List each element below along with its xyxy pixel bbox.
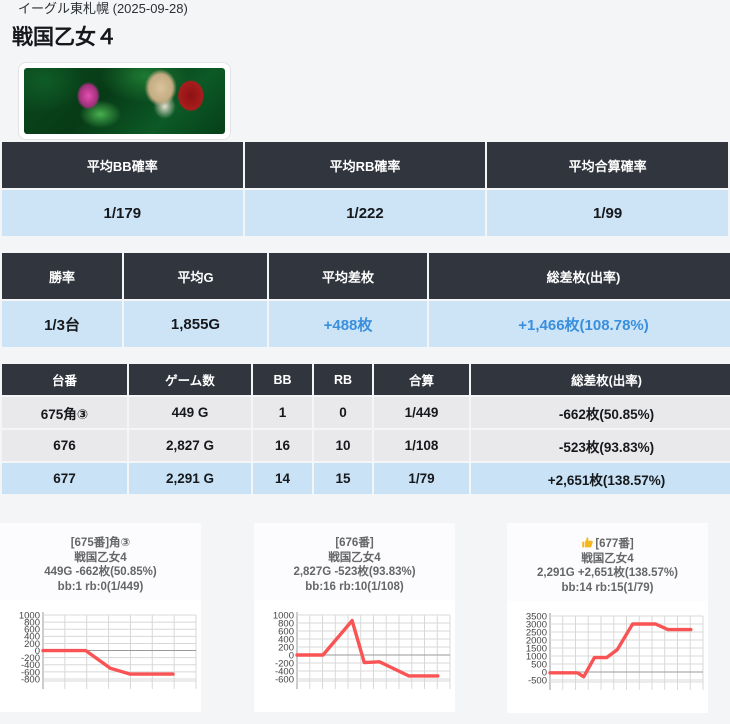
chart-bonus-label: bb:14 rb:15(1/79) <box>561 581 654 594</box>
svg-text:0: 0 <box>542 667 547 678</box>
rb-count: 0 <box>314 397 372 428</box>
combined-rate: 1/449 <box>374 397 469 428</box>
svg-text:1000: 1000 <box>273 610 294 621</box>
svg-text:0: 0 <box>289 650 294 661</box>
svg-text:200: 200 <box>278 642 294 653</box>
svg-text:1000: 1000 <box>526 651 547 662</box>
combined-rate: 1/79 <box>374 463 469 494</box>
avg-games-value: 1,855G <box>124 301 267 347</box>
chart-model-label: 戦国乙女4 <box>74 551 127 564</box>
total-diff: +2,651枚(138.57%) <box>471 463 730 494</box>
rb-count: 10 <box>314 430 372 461</box>
svg-text:3000: 3000 <box>526 619 547 630</box>
svg-text:800: 800 <box>278 618 294 629</box>
svg-text:-500: -500 <box>528 675 547 686</box>
table-row-machine-677: 677 2,291 G 14 15 1/79 +2,651枚(138.57%) <box>2 463 730 494</box>
stats-summary-table: 勝率 平均G 平均差枚 総差枚(出率) 1/3台 1,855G +488枚 +1… <box>0 251 730 349</box>
machine-no: 677 <box>2 463 127 494</box>
avg-diff-value: +488枚 <box>269 301 427 347</box>
machine-no: 675角③ <box>2 397 127 428</box>
svg-text:-600: -600 <box>275 674 294 685</box>
svg-text:2000: 2000 <box>526 635 547 646</box>
games-value: 2,827 G <box>129 430 251 461</box>
column-header-avg-total: 平均合算確率 <box>487 142 728 188</box>
chart-card-676: [676番] 戦国乙女4 2,827G -523枚(93.83%) bb:16 … <box>254 523 455 712</box>
column-header-bb: BB <box>253 364 312 395</box>
svg-text:500: 500 <box>531 659 547 670</box>
column-header-win-rate: 勝率 <box>2 253 122 299</box>
svg-text:0: 0 <box>35 646 40 657</box>
svg-text:-200: -200 <box>21 653 40 664</box>
svg-text:600: 600 <box>278 626 294 637</box>
avg-rb-value: 1/222 <box>244 190 486 236</box>
svg-text:400: 400 <box>278 634 294 645</box>
svg-text:-200: -200 <box>275 658 294 669</box>
total-diff-value: +1,466枚(108.78%) <box>429 301 730 347</box>
games-value: 449 G <box>129 397 251 428</box>
combined-rate: 1/108 <box>374 430 469 461</box>
total-diff: -662枚(50.85%) <box>471 397 730 428</box>
svg-text:-400: -400 <box>21 660 40 671</box>
chart-bonus-label: bb:16 rb:10(1/108) <box>305 580 404 593</box>
page-title: 戦国乙女４ <box>12 26 117 49</box>
chart-result-label: 2,827G -523枚(93.83%) <box>293 566 416 578</box>
column-header-games: ゲーム数 <box>129 364 251 395</box>
chart-bonus-label: bb:1 rb:0(1/449) <box>57 580 144 593</box>
svg-text:600: 600 <box>24 625 40 636</box>
rb-count: 15 <box>314 463 372 494</box>
column-header-rb: RB <box>314 364 372 395</box>
column-header-avg-rb: 平均RB確率 <box>244 142 486 188</box>
bb-count: 1 <box>253 397 312 428</box>
chart-result-label: 2,291G +2,651枚(138.57%) <box>537 567 678 579</box>
svg-text:2500: 2500 <box>526 627 547 638</box>
column-header-avg-games: 平均G <box>124 253 267 299</box>
chart-model-label: 戦国乙女4 <box>581 552 634 565</box>
svg-text:800: 800 <box>24 618 40 629</box>
svg-text:1500: 1500 <box>526 643 547 654</box>
chart-machine-label: [677番] <box>507 536 708 552</box>
thumbs-up-icon <box>582 537 594 548</box>
column-header-machine-no: 台番 <box>2 364 127 395</box>
total-diff: -523枚(93.83%) <box>471 430 730 461</box>
avg-total-value: 1/99 <box>487 190 728 236</box>
column-header-avg-bb: 平均BB確率 <box>2 142 243 188</box>
svg-text:3500: 3500 <box>526 611 547 622</box>
column-header-combined: 合算 <box>374 364 469 395</box>
column-header-avg-diff: 平均差枚 <box>269 253 427 299</box>
column-header-total-diff: 総差枚(出率) <box>471 364 730 395</box>
chart-machine-label: [675番]角③ <box>70 537 131 549</box>
probability-summary-table: 平均BB確率 平均RB確率 平均合算確率 1/179 1/222 1/99 <box>0 140 730 238</box>
game-banner-card[interactable] <box>18 62 231 140</box>
bb-count: 14 <box>253 463 312 494</box>
game-banner-image <box>24 68 225 134</box>
table-row-machine-675: 675角③ 449 G 1 0 1/449 -662枚(50.85%) <box>2 397 730 428</box>
machine-list-table: 台番 ゲーム数 BB RB 合算 総差枚(出率) 675角③ 449 G 1 0… <box>0 362 730 496</box>
games-value: 2,291 G <box>129 463 251 494</box>
svg-text:-600: -600 <box>21 667 40 678</box>
chart-result-label: 449G -662枚(50.85%) <box>44 566 157 578</box>
avg-bb-value: 1/179 <box>2 190 243 236</box>
machine-charts-section: [675番]角③ 戦国乙女4 449G -662枚(50.85%) bb:1 r… <box>0 523 730 713</box>
svg-text:-800: -800 <box>21 674 40 685</box>
chart-model-label: 戦国乙女4 <box>328 551 381 564</box>
svg-text:-400: -400 <box>275 666 294 677</box>
column-header-total-diff: 総差枚(出率) <box>429 253 730 299</box>
win-rate-value: 1/3台 <box>2 301 122 347</box>
machine-no: 676 <box>2 430 127 461</box>
chart-card-675: [675番]角③ 戦国乙女4 449G -662枚(50.85%) bb:1 r… <box>0 523 201 712</box>
svg-text:400: 400 <box>24 632 40 643</box>
hall-date-link[interactable]: イーグル東札幌 (2025-09-28) <box>18 1 188 16</box>
table-row-machine-676: 676 2,827 G 16 10 1/108 -523枚(93.83%) <box>2 430 730 461</box>
chart-card-677: [677番] 戦国乙女4 2,291G +2,651枚(138.57%) bb:… <box>507 523 708 713</box>
svg-text:1000: 1000 <box>19 610 40 621</box>
chart-machine-label: [676番] <box>335 537 374 549</box>
svg-text:200: 200 <box>24 639 40 650</box>
bb-count: 16 <box>253 430 312 461</box>
